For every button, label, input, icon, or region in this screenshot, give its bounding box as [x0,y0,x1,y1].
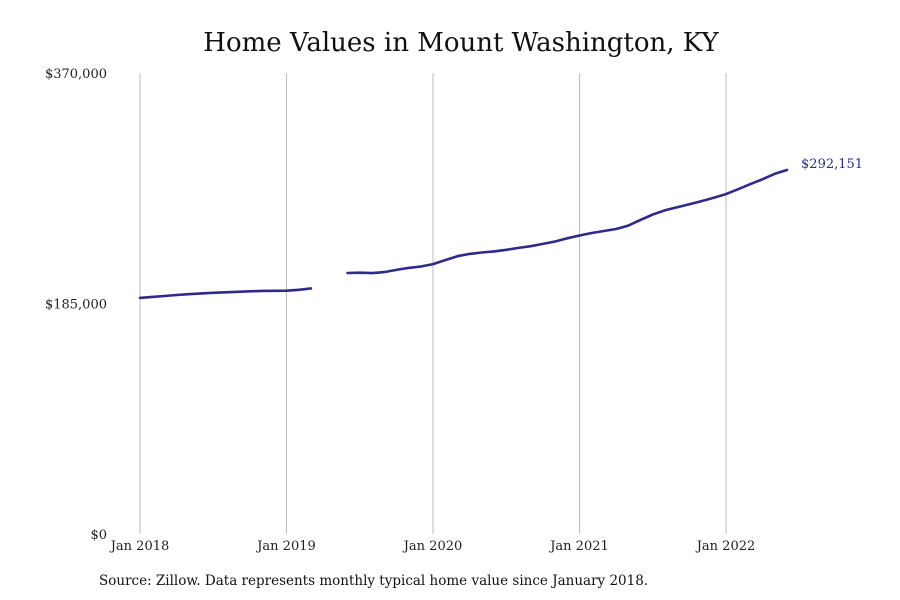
y-tick-label: $0 [90,528,107,543]
x-axis: Jan 2018 Jan 2019 Jan 2020 Jan 2021 Jan 2022 [109,539,756,554]
source-note: Source: Zillow. Data represents monthly … [99,573,648,589]
y-tick-label: $185,000 [45,298,107,313]
x-tick-label: Jan 2021 [548,539,609,554]
y-axis: $0 $185,000 $370,000 [45,67,107,543]
x-tick-label: Jan 2020 [402,539,463,554]
x-tick-label: Jan 2022 [695,539,756,554]
x-tick-label: Jan 2019 [255,539,316,554]
y-tick-label: $370,000 [45,67,107,82]
series-layer [138,168,789,300]
series-line-segment-2 [346,168,789,275]
x-tick-label: Jan 2018 [109,539,170,554]
series-line-segment-1 [138,287,313,300]
grid-layer [139,73,727,534]
chart-title: Home Values in Mount Washington, KY [203,28,719,58]
end-value-label: $292,151 [801,157,863,172]
